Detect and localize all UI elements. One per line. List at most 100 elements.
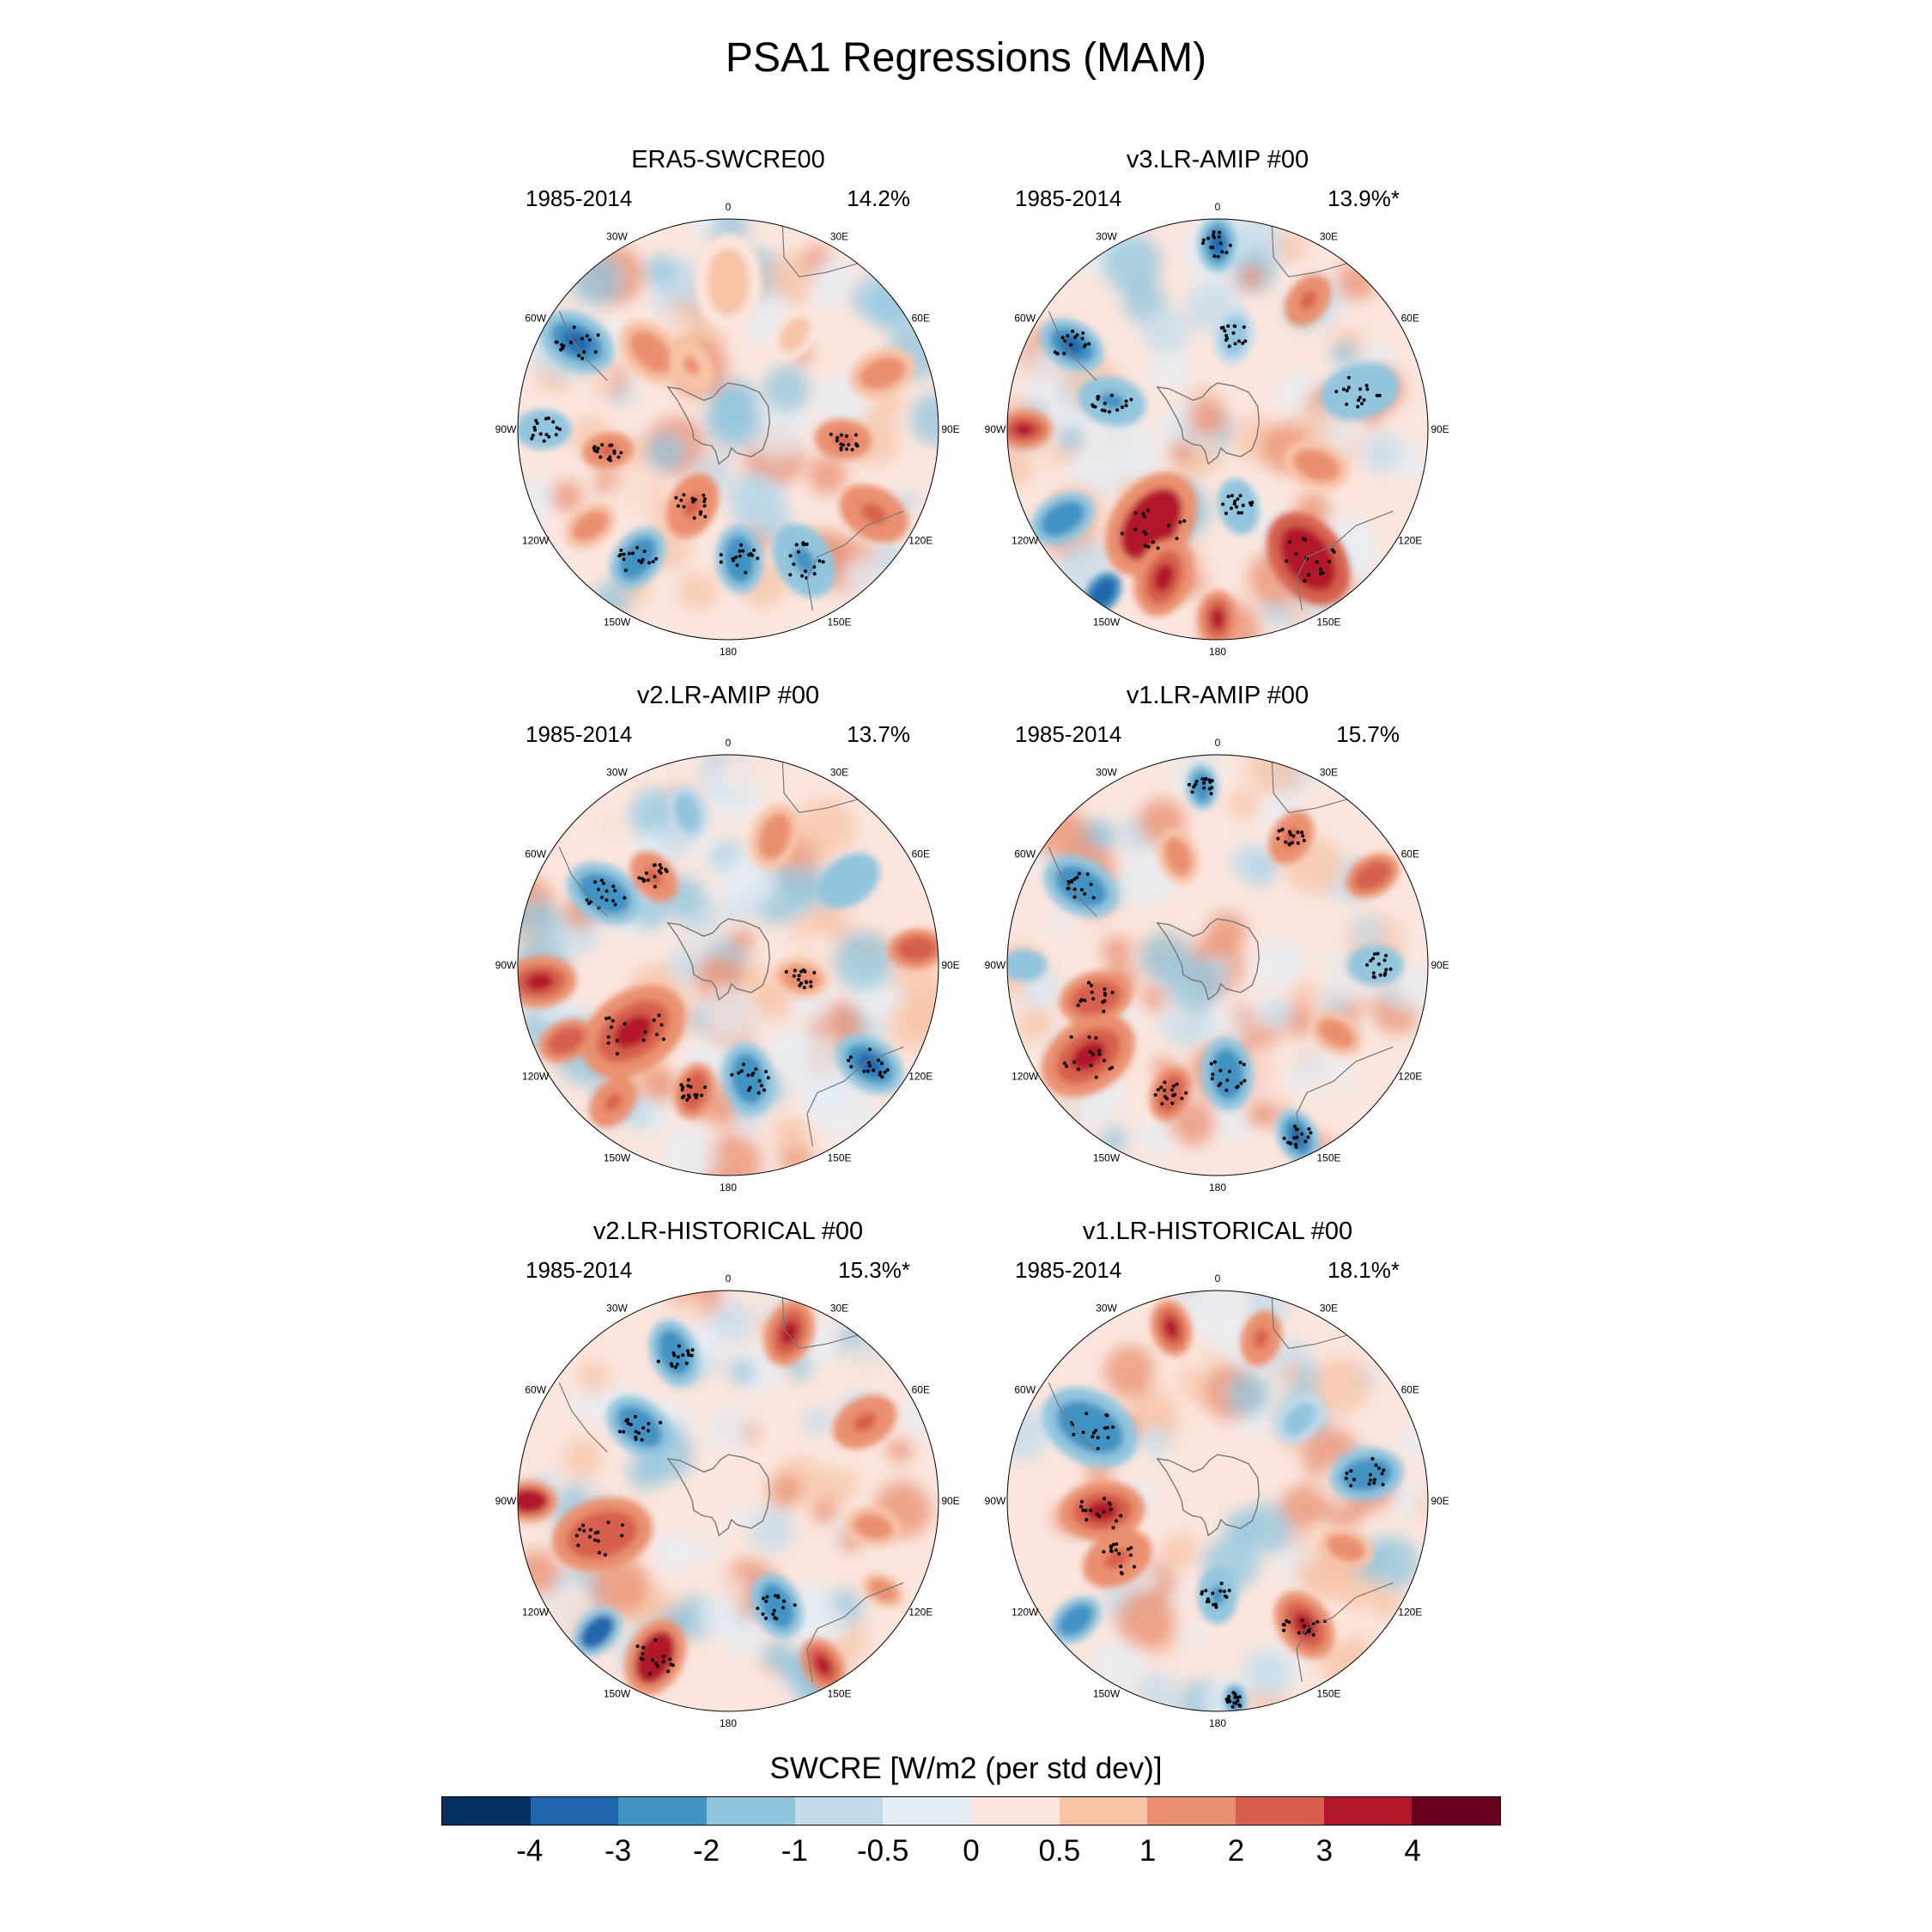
stipple-dot	[1294, 1127, 1298, 1132]
map-panel-v2-historical: v2.LR-HISTORICAL #00 1985-2014 15.3%* 0 3…	[495, 1218, 960, 1729]
longitude-label-60W: 60W	[525, 848, 546, 860]
stipple-dot	[1170, 1101, 1175, 1105]
feature-core-0	[583, 1522, 621, 1548]
stipple-dot	[1306, 1629, 1310, 1633]
colorbar-tick: -2	[692, 1834, 720, 1868]
stipple-dot	[631, 551, 635, 556]
noise-blob	[1310, 1356, 1370, 1415]
noise-blob	[1237, 1044, 1298, 1105]
stipple-dot	[633, 1414, 637, 1419]
stipple-dot	[1221, 502, 1225, 507]
stipple-dot	[680, 1096, 684, 1100]
stipple-dot	[608, 459, 612, 463]
stipple-dot	[661, 1660, 665, 1664]
noise-blob	[727, 474, 789, 535]
stipple-dot	[1294, 1143, 1297, 1146]
colorbar-tick: -0.5	[857, 1834, 909, 1868]
stipple-dot	[647, 561, 652, 565]
stipple-dot	[1288, 832, 1292, 836]
australia-coast	[1296, 510, 1394, 611]
longitude-label-90E: 90E	[1431, 1495, 1449, 1507]
longitude-label-60W: 60W	[525, 1384, 546, 1396]
stipple-dot	[655, 1032, 659, 1036]
stipple-dot	[735, 563, 739, 568]
stipple-dot	[1307, 573, 1310, 577]
longitude-label-150W: 150W	[604, 1151, 631, 1163]
noise-blob	[1179, 1625, 1204, 1650]
anomaly-features	[518, 784, 939, 1127]
stipple-dot	[1104, 1413, 1109, 1417]
stipple-dot	[880, 1075, 884, 1079]
stipple-dot	[623, 1022, 627, 1026]
map-panel-v2-amip: v2.LR-AMIP #00 1985-2014 13.7% 0 30E 60E 90…	[495, 682, 960, 1194]
australia-coast	[806, 1582, 904, 1683]
stipple-dot	[1201, 241, 1205, 246]
anomaly-features	[518, 234, 916, 598]
south-america-coast	[1048, 311, 1097, 381]
noise-blob	[690, 219, 719, 236]
noise-blob	[1044, 1536, 1087, 1579]
noise-blob	[1294, 1075, 1348, 1129]
colorbar-tick: 2	[1227, 1834, 1245, 1868]
longitude-label-150E: 150E	[1316, 1687, 1340, 1699]
stipple-dot	[1103, 1059, 1106, 1063]
longitude-label-150E: 150E	[827, 1687, 851, 1699]
panel-title: v2.LR-AMIP #00	[636, 682, 820, 709]
feature-core-7	[1170, 846, 1186, 867]
stipple-dot	[1080, 888, 1084, 892]
stipple-dot	[1129, 1546, 1133, 1550]
stipple-dot	[1345, 402, 1349, 406]
noise-blob	[647, 432, 686, 472]
longitude-label-0: 0	[726, 201, 732, 213]
panel-period: 1985-2014	[1015, 185, 1122, 211]
stipple-dot	[587, 337, 592, 342]
stipple-dot	[1111, 1425, 1115, 1429]
longitude-label-150W: 150W	[1093, 616, 1121, 628]
stipple-dot	[1194, 780, 1199, 783]
stipple-dot	[1302, 838, 1306, 842]
stipple-dot	[640, 1437, 644, 1442]
feature-core-0	[1072, 1413, 1108, 1442]
stipple-dot	[792, 562, 796, 567]
stipple-dot	[1345, 388, 1349, 392]
stipple-dot	[582, 1528, 586, 1533]
stipple-dot	[1102, 1550, 1106, 1554]
stipple-dot	[602, 881, 605, 885]
antarctica-coastline	[1156, 1454, 1261, 1537]
stipple-dot	[764, 1616, 768, 1620]
stipple-dot	[1129, 398, 1133, 402]
stipple-dot	[1083, 999, 1087, 1003]
stipple-dot	[1171, 1084, 1176, 1088]
stipple-dot	[690, 496, 695, 501]
stipple-dot	[700, 1093, 703, 1097]
stipple-dot	[1143, 544, 1147, 548]
stipple-dot	[653, 875, 657, 878]
stipple-dot	[748, 1085, 752, 1090]
stipple-dot	[1228, 243, 1232, 247]
feature-core-6	[1066, 1611, 1085, 1629]
stipple-dot	[739, 543, 744, 547]
panel-period: 1985-2014	[526, 721, 633, 747]
stipple-dot	[1282, 1623, 1286, 1627]
stipple-dot	[1365, 387, 1370, 392]
stipple-dot	[754, 1067, 758, 1072]
stipple-dot	[669, 1362, 673, 1366]
longitude-label-150W: 150W	[1093, 1687, 1121, 1699]
stipple-dot	[659, 1023, 664, 1027]
stipple-dot	[1083, 344, 1086, 349]
stipple-dot	[651, 560, 655, 564]
feature-core-6	[781, 1321, 799, 1346]
noise-blob	[1239, 263, 1266, 290]
stipple-dot	[801, 968, 805, 972]
stipple-dot	[690, 1348, 695, 1352]
noise-blob	[606, 474, 655, 524]
stipple-dot	[645, 871, 648, 875]
stipple-dot	[1102, 1510, 1106, 1514]
stipple-dot	[621, 1523, 624, 1528]
noise-blob	[707, 384, 758, 435]
stipple-dot	[578, 1528, 581, 1532]
stipple-dot	[1224, 1594, 1227, 1598]
longitude-label-60E: 60E	[1401, 848, 1419, 860]
stipple-dot	[669, 1662, 673, 1667]
stipple-dot	[1223, 329, 1227, 333]
